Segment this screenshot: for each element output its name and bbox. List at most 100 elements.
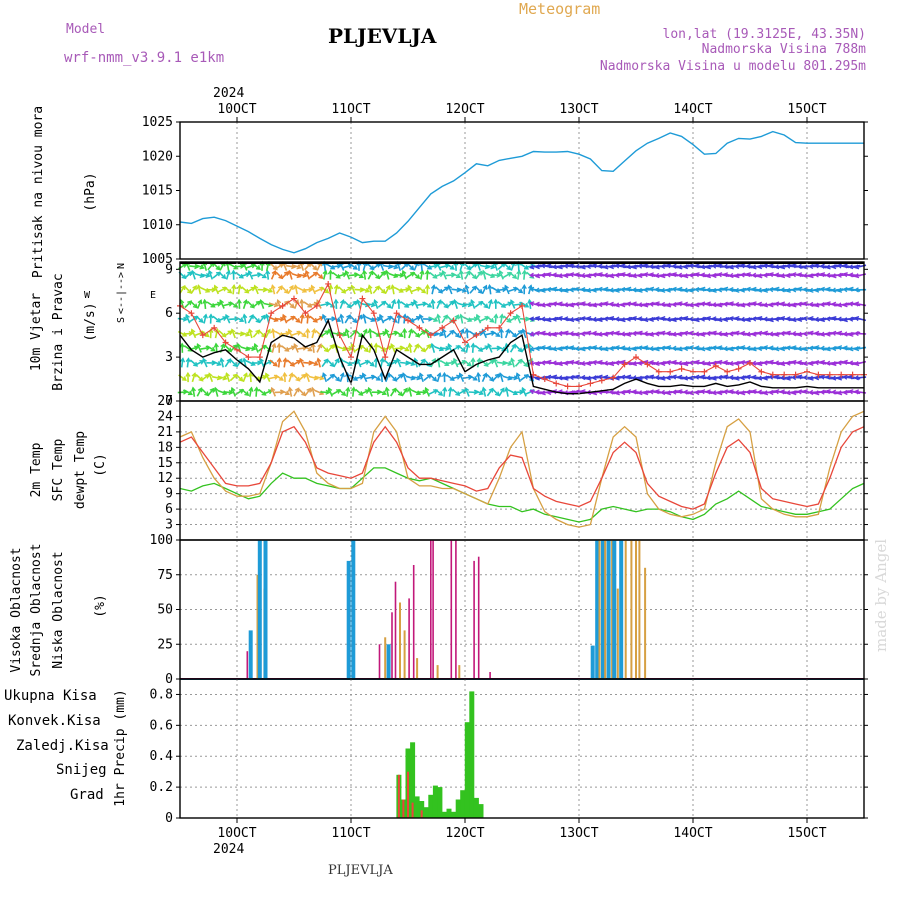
wind-arrow-head	[245, 331, 251, 337]
wind-arrow	[283, 358, 287, 368]
wind-arrow	[826, 361, 838, 365]
wind-arrow	[598, 375, 610, 380]
wind-arrow-head	[785, 302, 791, 308]
wind-arrow	[479, 264, 489, 269]
wind-arrow-head	[842, 345, 848, 351]
wind-arrow	[297, 330, 307, 338]
wind-arrow-head	[367, 284, 373, 290]
wind-arrow-head	[756, 389, 763, 395]
wind-arrow-head	[368, 342, 374, 348]
wind-arrow-head	[182, 316, 188, 322]
wind-arrow	[383, 300, 392, 309]
wind-arrow-head	[802, 360, 808, 367]
wind-arrow	[492, 388, 500, 396]
wind-arrow-head	[498, 269, 504, 276]
wind-arrow-head	[734, 315, 740, 322]
wind-arrow-head	[395, 357, 401, 363]
wind-arrow-head	[352, 265, 358, 270]
wind-arrow	[297, 287, 307, 293]
wind-arrow-head	[813, 287, 820, 293]
wind-arrow-head	[287, 386, 293, 392]
wind-arrow	[471, 343, 475, 353]
wind-ytick-label: 9	[165, 262, 173, 277]
wind-arrow-head	[339, 372, 345, 378]
wind-arrow-head	[358, 391, 364, 396]
wind-arrow-head	[500, 387, 505, 393]
wind-arrow-head	[825, 389, 831, 395]
wind-arrow-head	[401, 372, 407, 378]
wind-arrow-head	[574, 360, 580, 366]
wind-arrow-head	[498, 327, 505, 333]
wind-arrow	[382, 264, 393, 268]
wind-arrow-head	[586, 360, 592, 367]
wind-arrow-head	[842, 389, 848, 396]
wind-arrow-head	[785, 316, 791, 322]
wind-arrow-head	[188, 331, 194, 337]
wind-arrow	[363, 270, 367, 280]
wind-arrow	[316, 343, 322, 353]
wind-arrow-head	[418, 372, 424, 378]
wind-arrow	[265, 373, 271, 383]
wind-arrow	[212, 271, 221, 279]
wind-arrow-head	[631, 315, 637, 322]
wind-arrow-head	[515, 313, 521, 319]
wind-arrow-head	[221, 332, 227, 338]
temperature-ytick-label: 24	[157, 409, 173, 424]
wind-arrow	[360, 287, 370, 293]
precip-ytick-label: 0.2	[150, 780, 173, 795]
wind-arrow-head	[751, 374, 757, 380]
wind-arrow-head	[534, 287, 540, 293]
wind-arrow-head	[216, 361, 222, 366]
wind-arrow	[655, 361, 667, 365]
wind-arrow	[384, 285, 391, 295]
wind-arrow	[196, 299, 202, 309]
wind-arrow-head	[831, 330, 837, 336]
wind-arrow	[820, 375, 832, 380]
wind-arrow	[218, 271, 226, 279]
wind-arrow-head	[688, 302, 694, 308]
wind-arrow	[195, 360, 204, 366]
wind-arrow	[803, 273, 815, 277]
wind-arrow-head	[307, 346, 313, 352]
wind-gust-marker	[313, 302, 320, 309]
wind-arrow	[389, 315, 398, 323]
wind-arrow-head	[336, 263, 342, 269]
wind-gust-marker	[644, 361, 651, 368]
wind-arrow-head	[506, 265, 512, 271]
pressure-label: Pritisak na nivou mora	[31, 106, 46, 278]
wind-arrow-head	[527, 342, 533, 348]
wind-arrow-head	[591, 263, 598, 269]
wind-arrow	[429, 373, 437, 382]
wind-arrow-head	[323, 358, 329, 364]
wind-arrow	[497, 262, 506, 270]
wind-arrow-head	[853, 375, 859, 381]
wind-arrow-head	[270, 284, 276, 290]
wind-arrow	[225, 314, 231, 324]
wind-arrow-head	[694, 263, 700, 269]
wind-arrow	[192, 387, 196, 397]
wind-arrow-head	[557, 301, 563, 307]
wind-arrow	[312, 343, 315, 353]
wind-arrow-head	[276, 299, 282, 305]
wind-arrow	[440, 286, 449, 293]
wind-arrow	[281, 271, 289, 280]
wind-arrow-head	[358, 273, 365, 279]
wind-arrow-head	[534, 273, 541, 279]
wind-arrow-head	[620, 345, 626, 351]
wind-arrow-head	[289, 303, 295, 309]
wind-arrow-head	[390, 343, 395, 349]
wind-arrow-head	[380, 270, 386, 276]
wind-arrow-head	[625, 346, 632, 352]
wind-arrow	[286, 316, 295, 322]
wind-arrow	[758, 332, 770, 336]
wind-arrow-head	[507, 360, 513, 366]
wind-arrow-head	[236, 284, 243, 290]
wind-arrow	[402, 270, 408, 280]
wind-arrow	[535, 288, 547, 292]
wind-arrow-head	[648, 331, 655, 337]
wind-arrow-head	[597, 272, 603, 278]
wind-arrow-head	[249, 313, 254, 320]
wind-arrow	[638, 346, 650, 350]
wind-arrow	[268, 375, 279, 380]
wind-arrow-head	[346, 314, 351, 320]
